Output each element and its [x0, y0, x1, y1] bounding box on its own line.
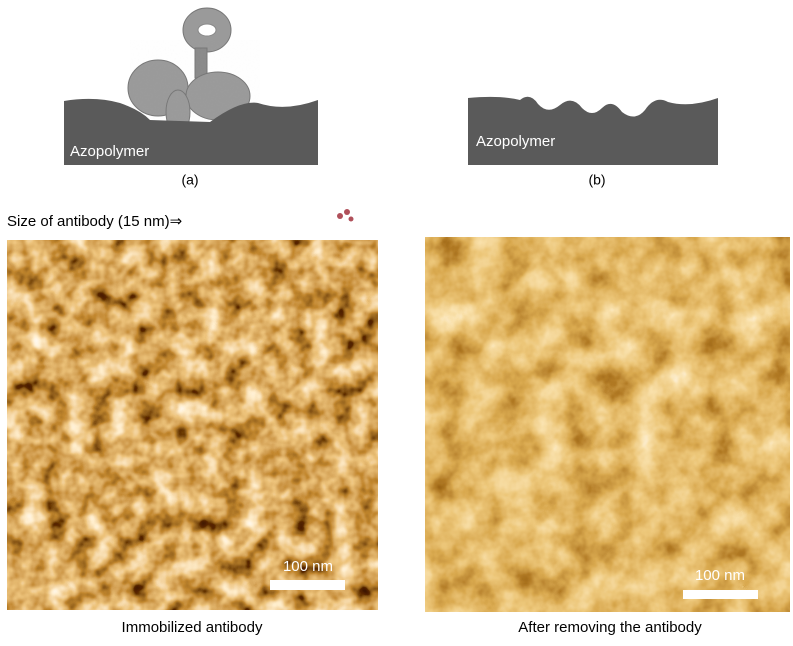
scale-bar-label: 100 nm — [695, 567, 745, 584]
panel-b: Azopolymer (b) — [468, 97, 718, 188]
substrate — [468, 97, 718, 165]
panel-caption: (a) — [181, 172, 198, 188]
substrate-label: Azopolymer — [70, 143, 149, 160]
scale-bar — [683, 590, 758, 599]
substrate-label: Azopolymer — [476, 133, 555, 150]
page: {"panel_a": {"substrate_label": "Azopoly… — [0, 0, 793, 641]
image-caption: After removing the antibody — [518, 619, 702, 636]
afm-image-right: 100 nm After removing the antibody — [425, 237, 790, 636]
scale-bar-label: 100 nm — [283, 558, 333, 575]
image-caption: Immobilized antibody — [122, 619, 263, 636]
scale-bar — [270, 580, 345, 590]
afm-image — [425, 237, 790, 612]
size-note: Size of antibody (15 nm)⇒ — [7, 213, 182, 230]
antibody-icon — [337, 209, 354, 222]
afm-image — [7, 240, 378, 610]
panel-caption: (b) — [588, 172, 605, 188]
panel-a: Azopolymer (a) — [64, 8, 318, 188]
afm-image-left: 100 nm Immobilized antibody — [7, 240, 378, 636]
figure: Azopolymer (a) Azopolymer (b) Size of an… — [0, 0, 793, 641]
